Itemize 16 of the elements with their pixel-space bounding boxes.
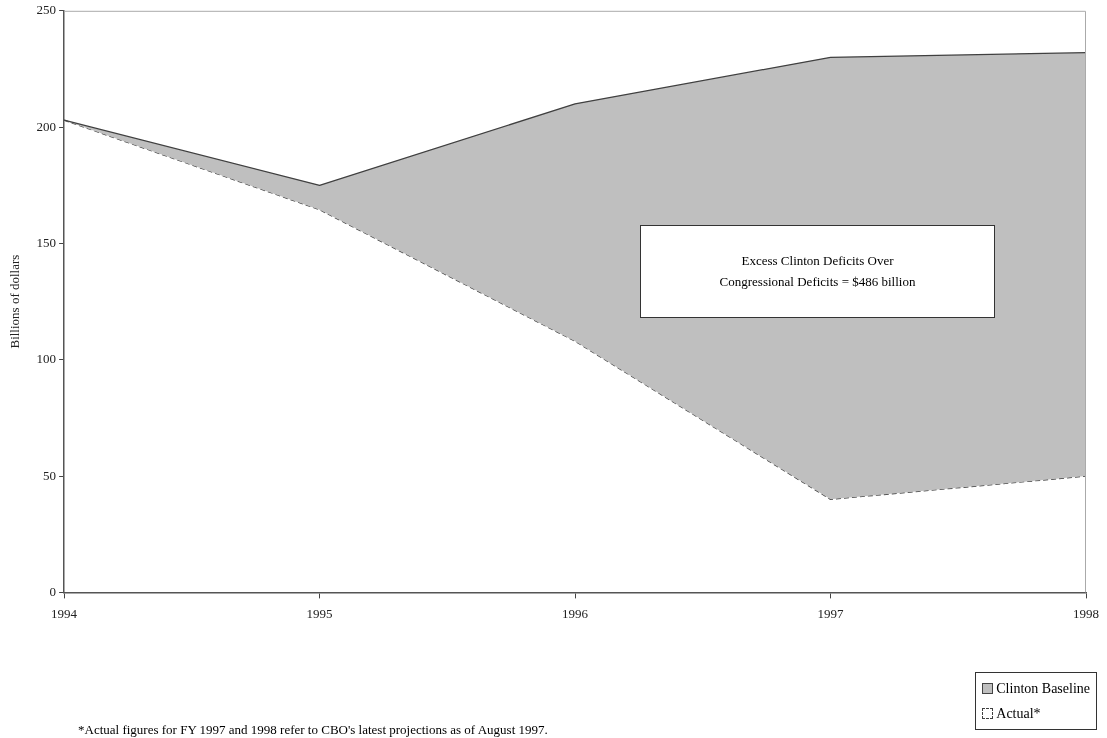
y-tick-label: 50	[43, 467, 57, 483]
x-tick-label: 1995	[306, 605, 333, 621]
text: *Actual figures for FY 1997 and 1998 refer to CBO's latest projections as of August 1997.	[78, 722, 548, 738]
y-tick-label: 150	[36, 234, 57, 250]
y-tick-label: 200	[36, 118, 57, 134]
x-tick-label: 1994	[51, 605, 78, 621]
legend-label: Clinton Baseline	[996, 680, 1090, 698]
y-tick-label: 100	[36, 351, 57, 367]
legend-label: Actual*	[996, 705, 1041, 723]
y-tick-label: 0	[49, 583, 57, 599]
x-tick-label: 1996	[562, 605, 589, 621]
y-axis-title: Billions of dollars	[7, 254, 23, 349]
y-tick-label: 250	[36, 2, 57, 18]
x-tick-label: 1998	[1073, 605, 1099, 621]
note-box: Excess Clinton Deficits Over Congressional Deficits = $486 billion	[640, 225, 995, 318]
x-tick-label: 1997	[817, 605, 845, 621]
